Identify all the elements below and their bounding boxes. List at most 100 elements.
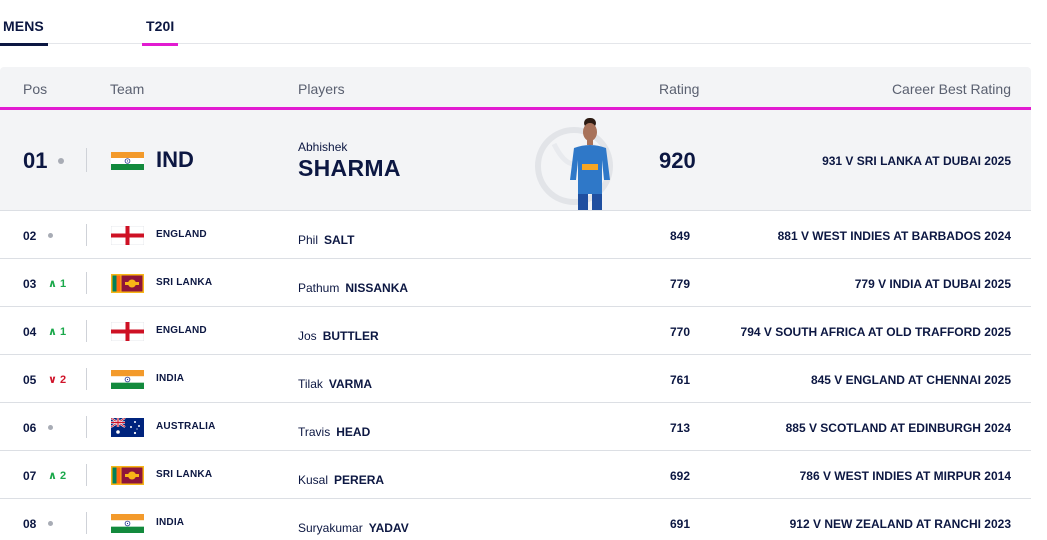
row-player-first-name: Jos [298,329,317,343]
row-position: 06 [23,421,37,435]
table-row[interactable]: 04 ∧ 1 ENGLAND Jos BUTTLER 770 794 V SOUTH… [0,307,1031,355]
row-player[interactable]: Kusal PERERA [298,473,384,487]
divider [86,464,87,486]
row-player[interactable]: Jos BUTTLER [298,329,379,343]
top-team: IND [156,147,194,172]
row-position: 05 [23,373,37,387]
row-rating: 849 [670,229,691,243]
divider [86,416,87,438]
row-career-best: 786 V WEST INDIES AT MIRPUR 2014 [799,469,1011,483]
row-position: 03 [23,277,37,291]
srilanka-flag-icon [111,466,144,485]
arrow-up-icon: ∧ 1 [48,278,67,290]
row-player-first-name: Pathum [298,281,340,295]
row-career-best: 845 V ENGLAND AT CHENNAI 2025 [810,373,1011,387]
row-player-first-name: Travis [298,425,331,439]
top-player-first-name: Abhishek [298,140,348,154]
top-position: 01 [23,148,48,173]
chevron-up-icon: ∧ [48,326,57,338]
row-rating: 713 [670,421,691,435]
row-player-first-name: Phil [298,233,319,247]
row-team: ENGLAND [156,325,207,336]
top-rating: 920 [659,148,696,173]
table-row[interactable]: 05 ∨ 2 INDIA Tilak VARMA 761 845 V ENGLAND… [0,355,1031,403]
row-team: SRI LANKA [156,277,213,288]
divider [86,272,87,294]
row-player[interactable]: Pathum NISSANKA [298,281,408,295]
row-position: 07 [23,469,37,483]
row-player-last-name: VARMA [328,377,372,391]
player-photo [532,114,622,210]
row-rating: 692 [670,469,691,483]
top-player-last-name[interactable]: SHARMA [298,155,401,181]
no-change-icon [48,233,53,238]
row-player[interactable]: Suryakumar YADAV [298,521,409,535]
row-position: 02 [23,229,37,243]
row-position: 08 [23,517,37,531]
divider [86,512,87,534]
arrow-up-icon: ∧ 1 [48,326,67,338]
row-player-last-name: HEAD [336,425,371,439]
no-change-icon [58,158,64,164]
row-team: SRI LANKA [156,469,213,480]
row-team: ENGLAND [156,229,207,240]
row-team: INDIA [156,373,185,384]
arrow-up-icon: ∧ 2 [48,470,67,482]
india-flag-icon [111,370,144,389]
format-tabs: MENS T20I [0,0,1031,46]
row-player-first-name: Suryakumar [298,521,363,535]
row-rating: 691 [670,517,691,531]
header-pos: Pos [23,81,48,97]
no-change-icon [48,425,53,430]
tab-mens-underline [0,43,48,46]
table-row[interactable]: 03 ∧ 1 SRI LANKA Pathum NISSANKA 779 779 V… [0,259,1031,307]
table-header: Pos Team Players Rating Career Best Rati… [0,67,1031,110]
row-player[interactable]: Travis HEAD [298,425,370,439]
table-row[interactable]: 07 ∧ 2 SRI LANKA Kusal PERERA 692 786 V WE… [0,451,1031,499]
top-ranked-row[interactable]: 01 IND Abhishek SHARMA 920 931 V SRI LAN… [0,110,1031,211]
no-change-icon [48,521,53,526]
row-rating: 779 [670,277,691,291]
table-row[interactable]: 06 AUSTRALIA Travis HEAD 713 885 V SCOTLA… [0,403,1031,451]
tab-mens[interactable]: MENS [0,18,48,46]
row-player-first-name: Kusal [298,473,329,487]
row-player-last-name: YADAV [368,521,409,535]
india-flag-icon [111,514,144,533]
row-player[interactable]: Tilak VARMA [298,377,372,391]
table-row[interactable]: 08 INDIA Suryakumar YADAV 691 912 V NEW Z… [0,499,1031,540]
india-flag-icon [111,152,144,170]
row-player-last-name: BUTTLER [322,329,379,343]
row-rating: 770 [670,325,691,339]
row-team: AUSTRALIA [156,421,216,432]
row-career-best: 779 V INDIA AT DUBAI 2025 [854,277,1011,291]
row-career-best: 912 V NEW ZEALAND AT RANCHI 2023 [789,517,1011,531]
rankings-table: Pos Team Players Rating Career Best Rati… [0,67,1031,540]
tab-t20i[interactable]: T20I [142,18,178,46]
row-player[interactable]: Phil SALT [298,233,354,247]
header-players: Players [298,81,345,97]
header-rating: Rating [659,81,700,97]
row-player-last-name: PERERA [334,473,385,487]
header-team: Team [110,81,145,97]
top-career-best: 931 V SRI LANKA AT DUBAI 2025 [822,154,1011,168]
chevron-up-icon: ∧ [48,470,57,482]
australia-flag-icon [111,418,144,437]
row-player-last-name: SALT [324,233,355,247]
table-row[interactable]: 02 ENGLAND Phil SALT 849 881 V WEST INDIE… [0,211,1031,259]
divider [86,320,87,342]
row-position: 04 [23,325,37,339]
chevron-up-icon: ∧ [48,278,57,290]
england-flag-icon [111,322,144,341]
tab-t20i-underline [142,43,178,46]
england-flag-icon [111,226,144,245]
chevron-down-icon: ∨ [48,374,57,386]
divider [86,148,87,172]
header-career-best: Career Best Rating [891,81,1011,97]
row-career-best: 881 V WEST INDIES AT BARBADOS 2024 [777,229,1011,243]
srilanka-flag-icon [111,274,144,293]
row-career-best: 794 V SOUTH AFRICA AT OLD TRAFFORD 2025 [740,325,1011,339]
divider [86,224,87,246]
ranking-rows: 02 ENGLAND Phil SALT 849 881 V WEST INDIE… [0,211,1031,540]
row-team: INDIA [156,517,185,528]
tab-mens-label: MENS [3,18,44,34]
